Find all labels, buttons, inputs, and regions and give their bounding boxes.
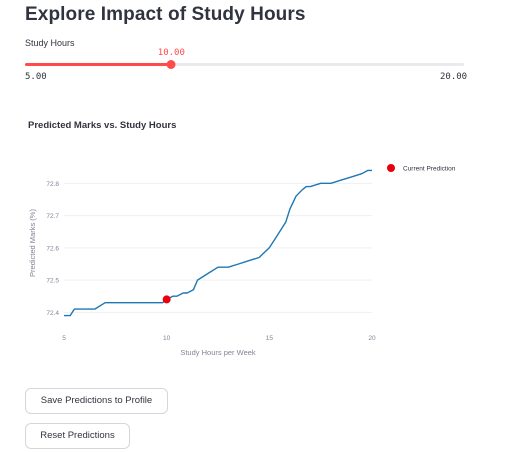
predicted-marks-line <box>64 170 372 315</box>
y-tick-label: 72.6 <box>46 245 59 252</box>
reset-predictions-button[interactable]: Reset Predictions <box>25 423 130 449</box>
line-chart: 72.4 72.5 72.6 72.7 72.8 5 10 15 20 Study Hours p… <box>0 0 531 380</box>
x-tick-label: 15 <box>266 335 274 342</box>
y-tick-label: 72.4 <box>46 310 59 317</box>
x-tick-label: 5 <box>62 335 66 342</box>
y-tick-label: 72.7 <box>46 213 59 220</box>
y-tick-label: 72.8 <box>46 181 59 188</box>
x-axis-label: Study Hours per Week <box>180 348 256 357</box>
y-tick-label: 72.5 <box>46 278 59 285</box>
x-tick-label: 10 <box>163 335 171 342</box>
legend-marker <box>387 164 395 172</box>
x-tick-label: 20 <box>368 335 376 342</box>
save-predictions-button[interactable]: Save Predictions to Profile <box>25 388 168 414</box>
legend-label: Current Prediction <box>403 166 456 173</box>
y-axis-label: Predicted Marks (%) <box>28 209 37 277</box>
current-prediction-point <box>163 295 171 303</box>
